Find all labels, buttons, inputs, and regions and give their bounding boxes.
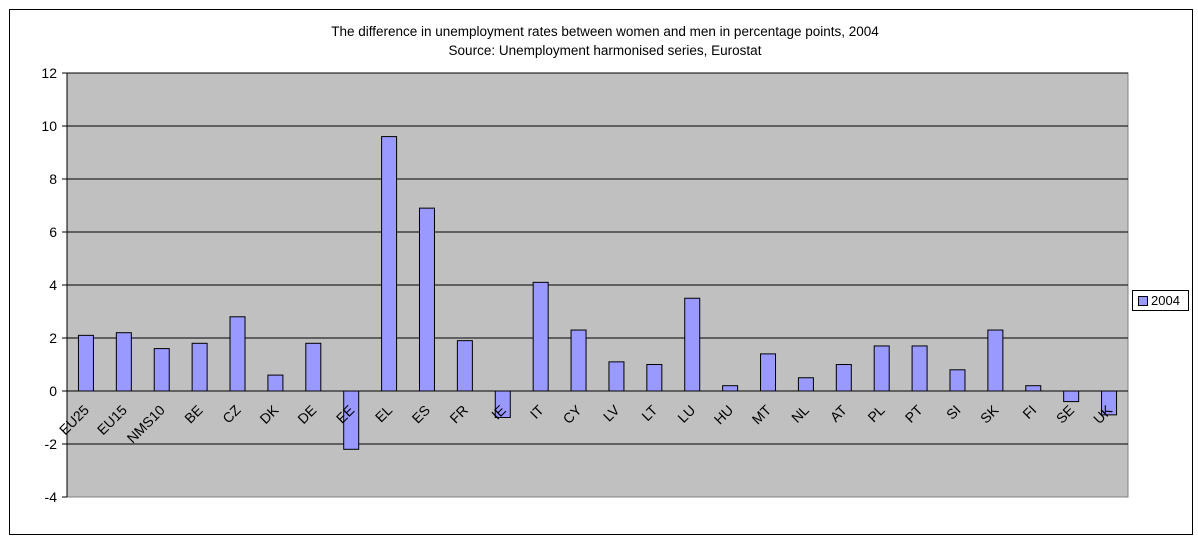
bar bbox=[1063, 390, 1080, 403]
bar bbox=[456, 340, 473, 392]
chart-title-line: The difference in unemployment rates bet… bbox=[331, 24, 879, 39]
y-tick-label: 4 bbox=[49, 277, 57, 293]
bar bbox=[305, 342, 322, 392]
bar bbox=[835, 364, 852, 392]
bar bbox=[381, 136, 398, 392]
legend-swatch bbox=[1138, 295, 1148, 306]
chart-title: The difference in unemployment rates bet… bbox=[0, 22, 1198, 60]
bar bbox=[987, 329, 1004, 392]
bar bbox=[684, 297, 701, 392]
y-tick-label: -2 bbox=[45, 436, 58, 452]
bar bbox=[418, 207, 435, 392]
y-tick-labels: -4 -2 0 2 4 6 8 10 12 bbox=[41, 65, 57, 505]
bars bbox=[77, 136, 1118, 450]
chart-subtitle: Source: Unemployment harmonised series, … bbox=[448, 43, 762, 58]
bar bbox=[153, 348, 170, 392]
y-tick-label: 10 bbox=[41, 118, 57, 134]
bar bbox=[797, 377, 814, 392]
bar bbox=[911, 345, 928, 392]
bar bbox=[77, 334, 94, 392]
bar bbox=[532, 281, 549, 392]
y-tick-label: -4 bbox=[45, 489, 58, 505]
bar bbox=[115, 332, 132, 392]
bar bbox=[949, 369, 966, 392]
gridlines bbox=[62, 72, 1128, 498]
bar bbox=[760, 353, 777, 392]
bar bbox=[873, 345, 890, 392]
bar bbox=[646, 364, 663, 392]
y-tick-label: 0 bbox=[49, 383, 57, 399]
bar bbox=[191, 342, 208, 392]
y-tick-label: 6 bbox=[49, 224, 57, 240]
bar bbox=[267, 374, 284, 392]
bar bbox=[608, 361, 625, 392]
bar bbox=[722, 385, 739, 392]
y-tick-label: 12 bbox=[41, 65, 57, 81]
y-tick-label: 8 bbox=[49, 171, 57, 187]
axes bbox=[66, 73, 1128, 497]
legend: 2004 bbox=[1132, 290, 1189, 311]
bar bbox=[229, 316, 246, 392]
bar bbox=[570, 329, 587, 392]
legend-label: 2004 bbox=[1151, 293, 1180, 308]
y-tick-label: 2 bbox=[49, 330, 57, 346]
bar bbox=[1025, 385, 1042, 392]
